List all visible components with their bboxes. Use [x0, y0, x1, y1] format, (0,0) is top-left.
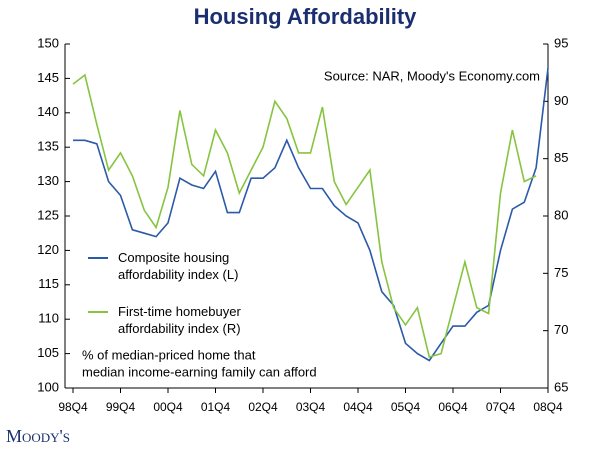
source: Source: NAR, Moody's Economy.com: [324, 68, 540, 83]
x-tick-label: 02Q4: [248, 400, 278, 414]
x-tick-label: 99Q4: [106, 400, 136, 414]
note: % of median-priced home that: [82, 347, 256, 362]
legend-label: First-time homebuyer affordability index…: [118, 304, 241, 336]
y-tick-label: 100: [37, 379, 59, 394]
y2-tick-label: 90: [554, 93, 568, 108]
y2-tick-label: 70: [554, 322, 568, 337]
y-tick-label: 125: [37, 207, 59, 222]
y-tick-label: 105: [37, 345, 59, 360]
y2-tick-label: 75: [554, 265, 568, 280]
x-tick-label: 01Q4: [201, 400, 231, 414]
y-tick-label: 115: [38, 276, 59, 291]
y2-tick-label: 65: [554, 379, 568, 394]
x-tick-label: 03Q4: [296, 400, 326, 414]
series-line: [73, 68, 549, 362]
y-tick-label: 110: [38, 311, 59, 326]
y2-tick-label: 95: [554, 35, 568, 50]
note: median income-earning family can afford: [82, 364, 317, 379]
x-tick-label: 08Q4: [533, 400, 563, 414]
logo: Moody's: [6, 426, 70, 446]
y-tick-label: 145: [37, 70, 59, 85]
y-tick-label: 135: [37, 139, 59, 154]
y-tick-label: 120: [37, 242, 59, 257]
y2-tick-label: 85: [554, 150, 568, 165]
x-tick-label: 06Q4: [438, 400, 468, 414]
y-tick-label: 130: [37, 173, 59, 188]
legend-label: Composite housing affordability index (L…: [118, 250, 239, 282]
x-tick-label: 00Q4: [153, 400, 183, 414]
y2-tick-label: 80: [554, 207, 568, 222]
y-tick-label: 150: [37, 35, 59, 50]
x-tick-label: 04Q4: [343, 400, 373, 414]
x-tick-label: 98Q4: [58, 400, 88, 414]
chart-title: Housing Affordability: [194, 4, 418, 29]
x-tick-label: 07Q4: [486, 400, 516, 414]
y-tick-label: 140: [37, 104, 59, 119]
series-line: [72, 73, 537, 359]
x-tick-label: 05Q4: [391, 400, 421, 414]
